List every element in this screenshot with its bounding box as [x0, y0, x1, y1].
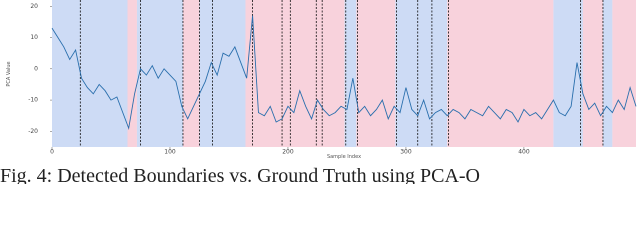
- segment-region: [395, 0, 448, 147]
- y-axis-label: PCA Value: [6, 61, 12, 86]
- segment-region: [582, 0, 603, 147]
- segment-region: [553, 0, 583, 147]
- segment-region: [199, 0, 246, 147]
- x-tick-label: 100: [164, 149, 176, 156]
- x-axis-label: Sample Index: [327, 154, 361, 160]
- x-tick-label: 300: [400, 149, 412, 156]
- y-tick-label: 10: [30, 34, 38, 41]
- x-tick-label: 200: [282, 149, 294, 156]
- segment-region: [602, 0, 613, 147]
- segment-region: [612, 0, 636, 147]
- plot-area: [51, 0, 637, 147]
- segment-region: [344, 0, 357, 147]
- y-tick-label: -20: [28, 128, 38, 135]
- y-tick-label: 0: [34, 65, 38, 72]
- segment-region: [245, 0, 345, 147]
- segment-region: [52, 0, 128, 147]
- figure-caption: Fig. 4: Detected Boundaries vs. Ground T…: [0, 165, 480, 184]
- y-tick-label: -10: [28, 97, 38, 104]
- segment-region: [136, 0, 183, 147]
- segment-region: [127, 0, 137, 147]
- x-tick-label: 0: [50, 149, 54, 156]
- figure: Sample Index PCA Value Fig. 4: Detected …: [0, 0, 637, 184]
- y-tick-label: 20: [30, 3, 38, 10]
- segment-region: [447, 0, 554, 147]
- signal-line: [51, 15, 637, 130]
- x-tick-label: 400: [518, 149, 530, 156]
- segment-region: [356, 0, 396, 147]
- segment-region: [182, 0, 200, 147]
